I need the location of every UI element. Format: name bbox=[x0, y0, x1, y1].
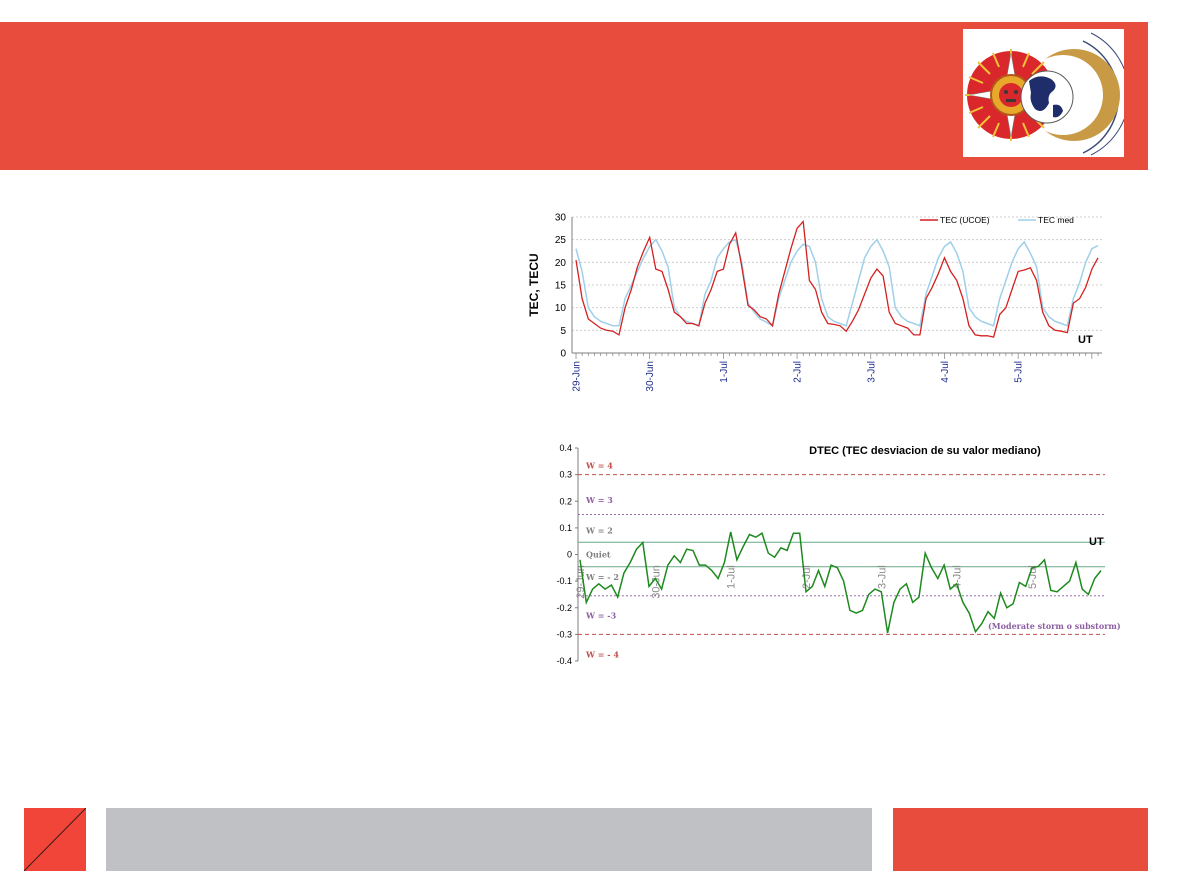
dtec-chart-title: DTEC (TEC desviacion de su valor mediano… bbox=[809, 445, 1041, 457]
footer-middle-bar bbox=[106, 808, 872, 871]
dtec-level-label: W = -3 bbox=[585, 611, 617, 621]
tec-y-tick-label: 30 bbox=[555, 213, 567, 224]
dtec-y-tick-label: -0.3 bbox=[556, 629, 572, 639]
dtec-series-line bbox=[579, 531, 1102, 634]
tec-y-tick-label: 0 bbox=[560, 349, 566, 360]
dtec-date-label: 3-Jul bbox=[876, 565, 888, 589]
dtec-level-label: Quiet bbox=[586, 550, 611, 560]
dtec-annotation: (Moderate storm o substorm) bbox=[988, 621, 1120, 631]
logo bbox=[963, 29, 1130, 157]
dtec-y-tick-label: -0.1 bbox=[556, 576, 572, 586]
tec-date-label: 1-Jul bbox=[719, 361, 730, 383]
footer-left-block bbox=[23, 807, 87, 872]
tec-y-tick-label: 25 bbox=[555, 235, 567, 246]
tec-y-tick-label: 5 bbox=[560, 326, 566, 337]
dtec-y-tick-label: 0 bbox=[567, 550, 572, 560]
dtec-level-label: W = 2 bbox=[585, 526, 613, 536]
dtec-date-label: 1-Jul bbox=[726, 565, 738, 589]
dtec-y-tick-label: 0.1 bbox=[559, 523, 572, 533]
footer-right-block bbox=[893, 808, 1148, 871]
diagonal-line-icon bbox=[23, 807, 87, 872]
dtec-y-tick-label: 0.4 bbox=[559, 443, 572, 453]
tec-y-tick-label: 10 bbox=[555, 303, 567, 314]
dtec-date-label: 30-Jun bbox=[650, 565, 662, 599]
tec-date-label: 4-Jul bbox=[940, 361, 951, 383]
legend-label-tec-ucoe: TEC (UCOE) bbox=[940, 215, 990, 225]
legend-label-tec-med: TEC med bbox=[1038, 215, 1074, 225]
sun-earth-moon-logo-icon bbox=[965, 32, 1130, 156]
dtec-level-label: W = - 4 bbox=[585, 649, 619, 659]
dtec-y-tick-label: 0.3 bbox=[559, 470, 572, 480]
tec-date-label: 3-Jul bbox=[866, 361, 877, 383]
dtec-y-tick-label: -0.4 bbox=[556, 656, 572, 666]
tec-y-tick-label: 15 bbox=[555, 281, 567, 292]
dtec-x-axis-label: UT bbox=[1089, 536, 1104, 548]
dtec-level-label: W = 3 bbox=[585, 495, 613, 505]
dtec-level-label: W = - 2 bbox=[585, 572, 619, 582]
tec-y-axis-label: TEC, TECU bbox=[527, 253, 541, 316]
dtec-chart: -0.4 -0.3 -0.2 -0.1 0 0.1 0.2 0.3 0.4 W = 4 W = 3… bbox=[556, 443, 1120, 666]
tec-med-series-line bbox=[575, 238, 1099, 327]
dtec-level-label: W = 4 bbox=[585, 460, 613, 470]
tec-date-label: 5-Jul bbox=[1014, 361, 1025, 383]
dtec-date-label: 5-Jul bbox=[1027, 565, 1039, 589]
dtec-y-tick-label: 0.2 bbox=[559, 496, 572, 506]
tec-date-label: 2-Jul bbox=[793, 361, 804, 383]
dtec-y-tick-label: -0.2 bbox=[556, 603, 572, 613]
dtec-date-label: 4-Jul bbox=[952, 565, 964, 589]
tec-chart: 0 5 10 15 20 25 30 29-Jun 30-Jun 1-Jul 2-Jul 3-Jul… bbox=[527, 213, 1102, 392]
header-band bbox=[0, 22, 1148, 170]
tec-ucoe-series-line bbox=[575, 219, 1099, 338]
tec-date-label: 29-Jun bbox=[572, 361, 583, 392]
tec-x-axis-label: UT bbox=[1078, 334, 1093, 346]
tec-date-label: 30-Jun bbox=[645, 361, 656, 392]
tec-y-tick-label: 20 bbox=[555, 258, 567, 269]
